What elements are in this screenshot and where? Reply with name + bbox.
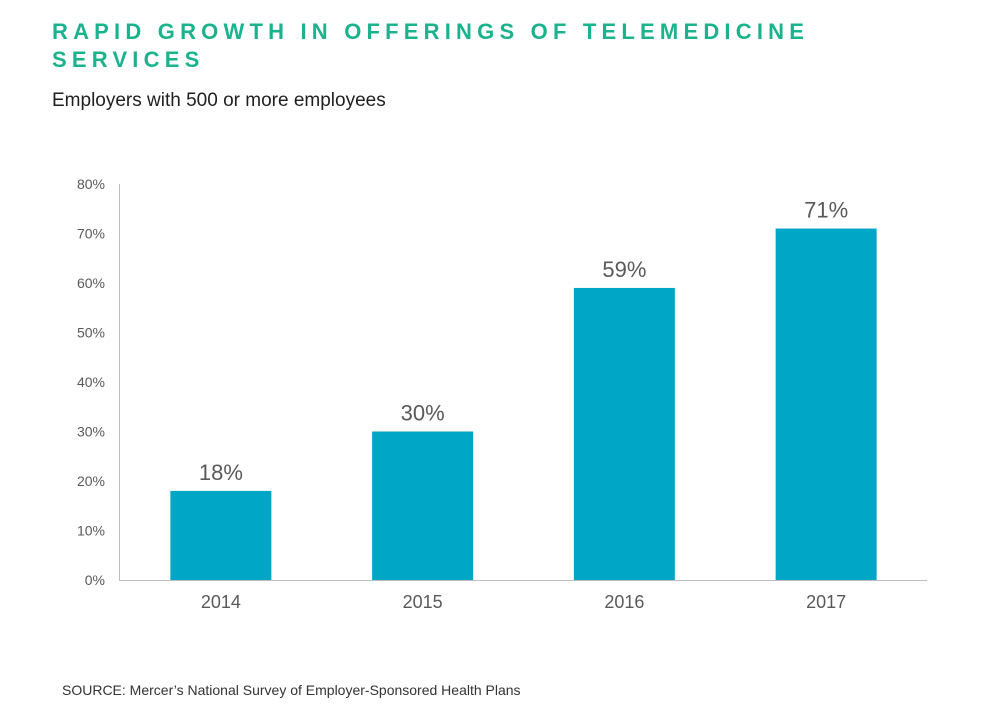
- y-tick-label: 10%: [77, 523, 105, 539]
- data-labels: 18% 30% 59% 71%: [199, 198, 848, 485]
- bars: [170, 228, 877, 581]
- x-tick-labels: 2014 2015 2016 2017: [201, 592, 846, 612]
- y-tick-label: 40%: [77, 374, 105, 390]
- y-tick-label: 60%: [77, 275, 105, 291]
- y-tick-label: 70%: [77, 226, 105, 242]
- bar-2016: [573, 287, 675, 580]
- data-label: 59%: [602, 257, 646, 282]
- y-tick-label: 50%: [77, 325, 105, 341]
- x-tick-label: 2016: [604, 592, 644, 612]
- x-tick-label: 2015: [403, 592, 443, 612]
- chart-subtitle: Employers with 500 or more employees: [52, 90, 386, 111]
- bar-2014: [170, 490, 272, 580]
- x-tick-label: 2017: [806, 592, 846, 612]
- source-note: SOURCE: Mercer’s National Survey of Empl…: [62, 682, 521, 698]
- chart-title: RAPID GROWTH IN OFFERINGS OF TELEMEDICIN…: [52, 19, 810, 72]
- y-tick-label: 30%: [77, 424, 105, 440]
- y-tick-labels: 0% 10% 20% 30% 40% 50% 60% 70% 80%: [77, 176, 105, 588]
- data-label: 30%: [401, 401, 445, 426]
- data-label: 71%: [804, 198, 848, 223]
- bar-2017: [775, 228, 877, 581]
- y-tick-label: 20%: [77, 473, 105, 489]
- data-label: 18%: [199, 460, 243, 485]
- x-tick-label: 2014: [201, 592, 241, 612]
- y-tick-label: 0%: [85, 572, 105, 588]
- bar-2015: [372, 431, 474, 580]
- y-tick-label: 80%: [77, 176, 105, 192]
